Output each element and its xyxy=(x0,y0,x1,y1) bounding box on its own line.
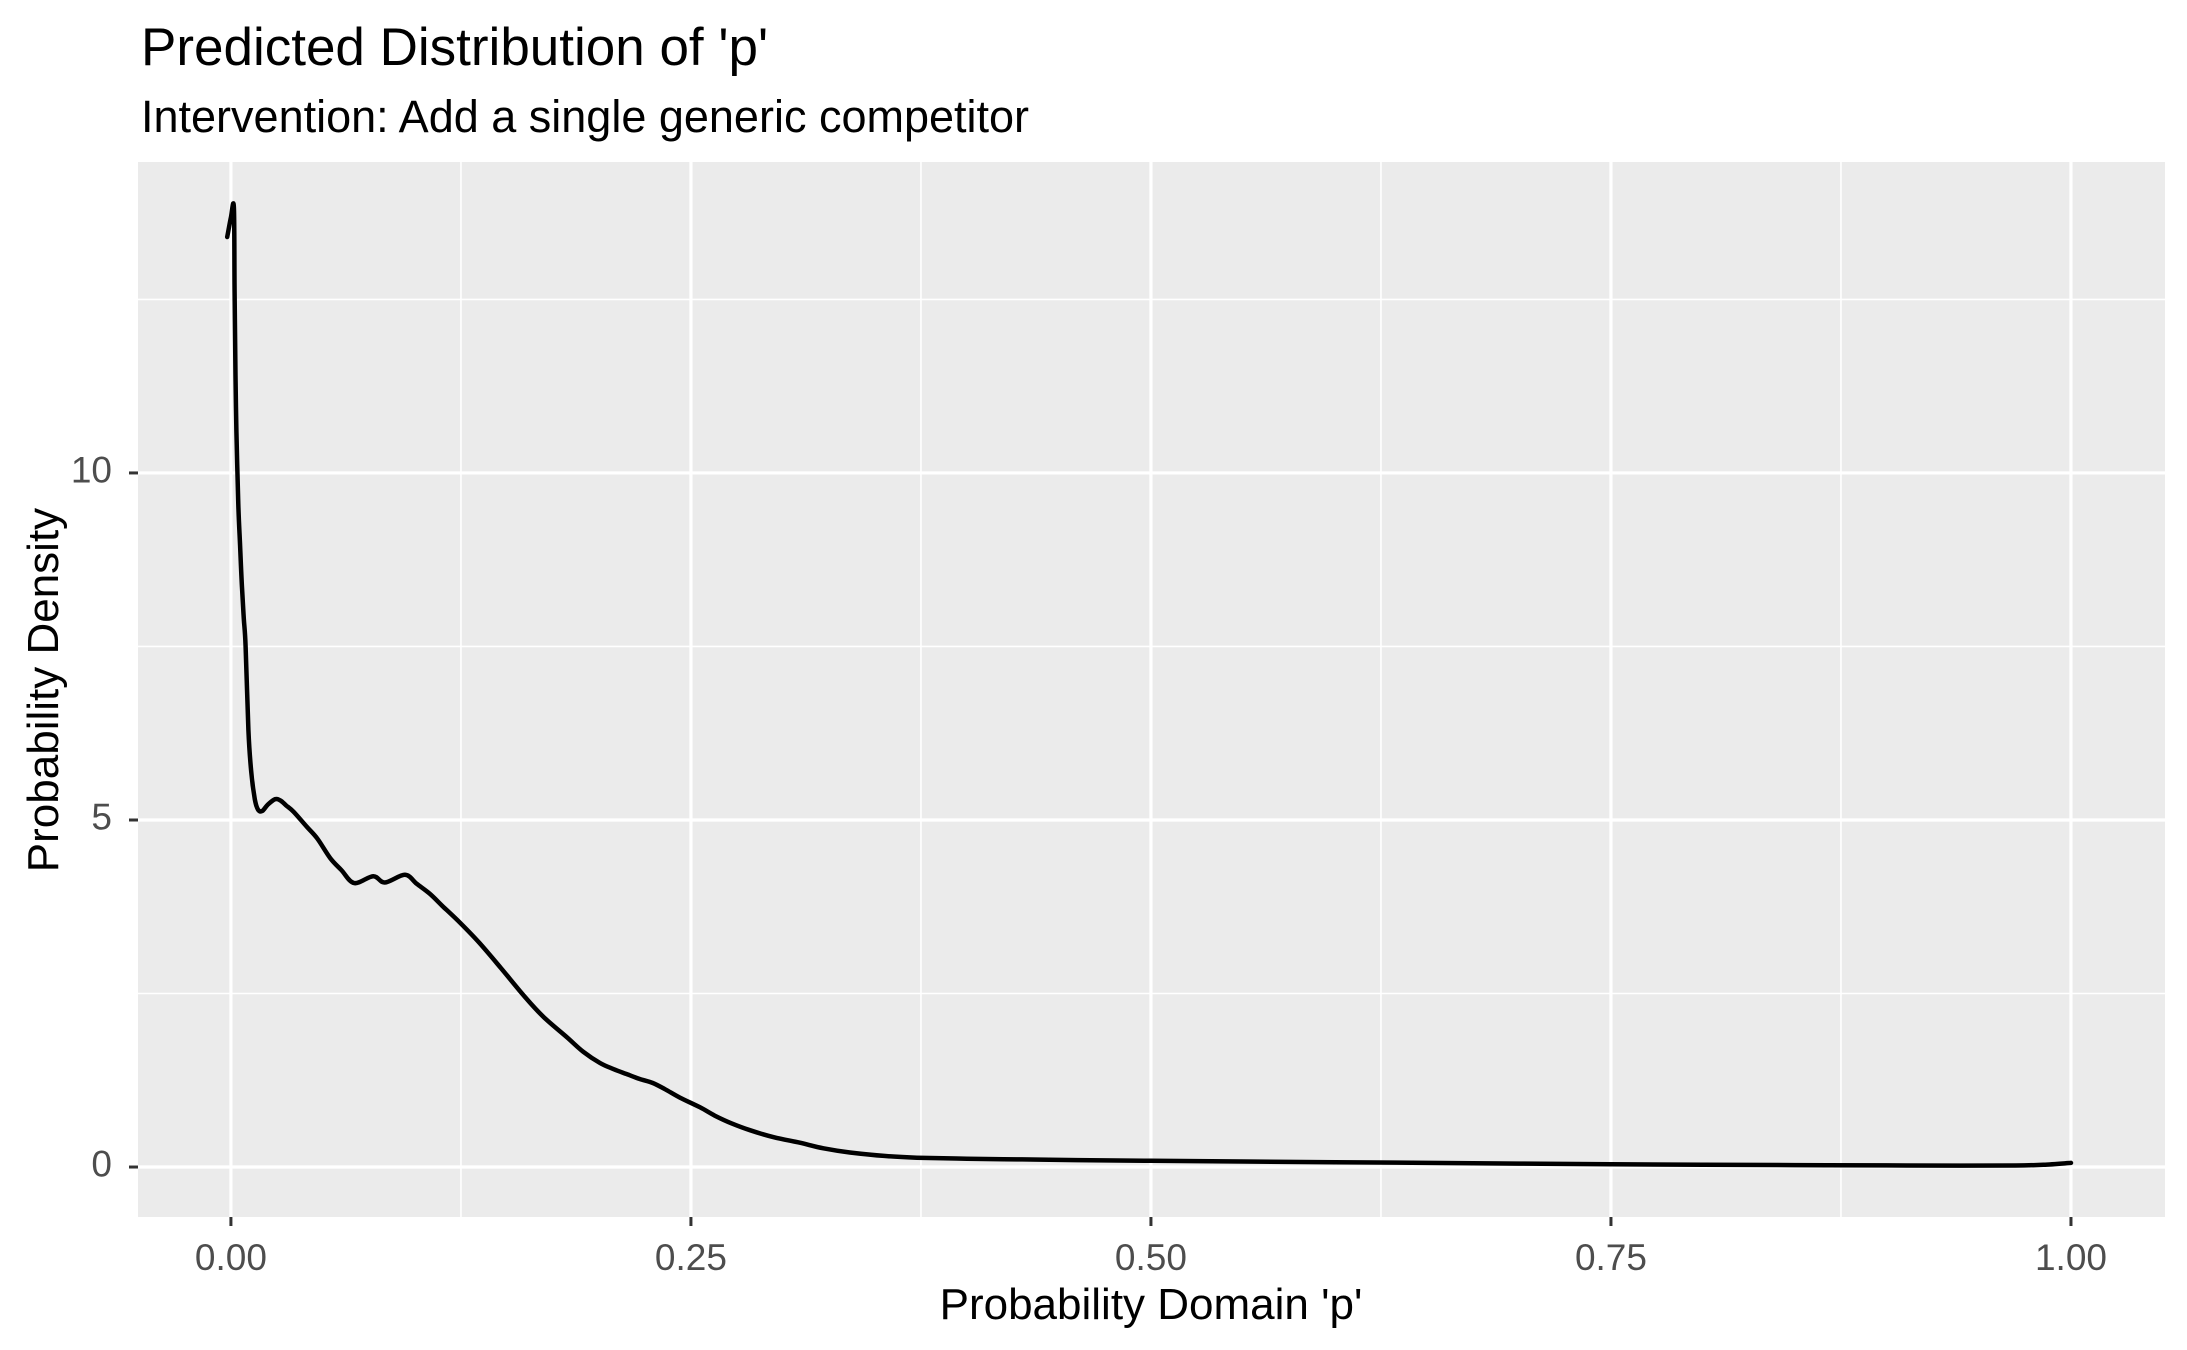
y-tick-label: 0 xyxy=(91,1143,112,1185)
y-tick-label: 5 xyxy=(91,796,112,838)
x-tick-label: 0.75 xyxy=(1574,1237,1647,1278)
y-tick-label: 10 xyxy=(70,449,112,491)
x-tick-label: 0.00 xyxy=(194,1237,267,1278)
plot-title: Predicted Distribution of 'p' xyxy=(141,18,769,77)
density-curve xyxy=(224,201,2074,1168)
plot-subtitle: Intervention: Add a single generic compe… xyxy=(141,91,1030,142)
y-axis-title: Probability Density xyxy=(19,507,68,873)
x-tick-label: 0.50 xyxy=(1114,1237,1187,1278)
x-axis-title: Probability Domain 'p' xyxy=(939,1280,1363,1329)
x-tick-label: 1.00 xyxy=(2034,1237,2107,1278)
x-tick-label: 0.25 xyxy=(654,1237,727,1278)
